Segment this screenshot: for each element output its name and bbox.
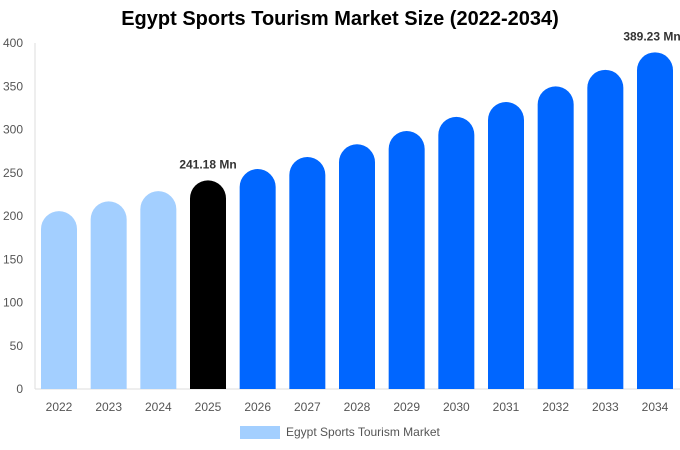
y-tick-label: 400 [3, 36, 23, 50]
bar-2032 [537, 86, 574, 390]
x-tick-label: 2026 [244, 400, 271, 414]
legend-swatch [240, 425, 280, 439]
bar-2025 [190, 180, 226, 389]
x-tick-label: 2027 [294, 400, 321, 414]
bar-2024 [140, 191, 177, 389]
x-tick-label: 2022 [46, 400, 73, 414]
x-tick-label: 2029 [393, 400, 420, 414]
bar-2031 [488, 101, 524, 390]
bar-2026 [239, 169, 276, 389]
x-tick-label: 2024 [145, 400, 172, 414]
bar-2034 [637, 52, 673, 390]
y-tick-label: 250 [3, 166, 23, 180]
x-tick-label: 2030 [443, 400, 470, 414]
data-label-2034: 389.23 Mn [623, 29, 680, 43]
legend-label: Egypt Sports Tourism Market [286, 425, 440, 439]
y-tick-label: 50 [10, 339, 24, 353]
bar-2023 [90, 201, 127, 389]
x-tick-label: 2032 [542, 400, 569, 414]
y-tick-label: 150 [3, 252, 23, 266]
chart-title: Egypt Sports Tourism Market Size (2022-2… [121, 8, 559, 30]
y-tick-label: 0 [16, 382, 23, 396]
y-tick-label: 300 [3, 123, 23, 137]
legend[interactable]: Egypt Sports Tourism Market [240, 425, 440, 439]
bar-2028 [339, 144, 375, 389]
bar-2030 [438, 116, 475, 389]
x-tick-label: 2031 [493, 400, 520, 414]
bar-2027 [289, 157, 326, 389]
x-tick-label: 2033 [592, 400, 619, 414]
bar-2022 [41, 211, 77, 389]
x-tick-label: 2023 [95, 400, 122, 414]
x-tick-label: 2028 [344, 400, 371, 414]
data-label-2025: 241.18 Mn [179, 157, 236, 171]
y-tick-label: 100 [3, 296, 23, 310]
y-tick-label: 350 [3, 79, 23, 93]
bar-2029 [388, 130, 425, 389]
y-tick-label: 200 [3, 209, 23, 223]
x-tick-label: 2034 [642, 400, 669, 414]
x-tick-label: 2025 [195, 400, 222, 414]
bar-2033 [587, 69, 624, 389]
